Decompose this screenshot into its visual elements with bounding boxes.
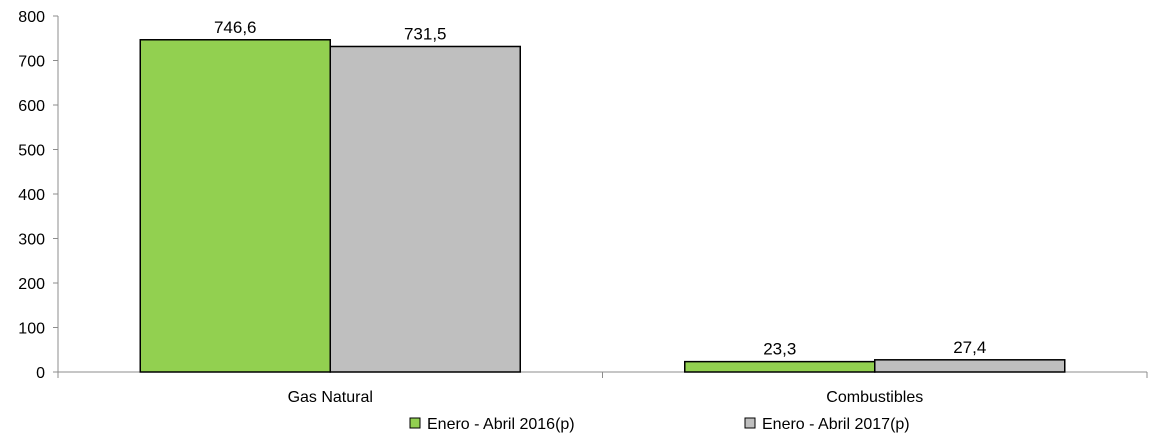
bar-2016-combustibles [684,360,876,373]
y-tick-label: 300 [18,232,45,249]
bar-2017-combustibles [874,359,1066,373]
x-category-label: Combustibles [826,389,923,406]
bar-2016-gas-natural [139,39,331,373]
y-tick-label: 500 [18,143,45,160]
legend-label: Enero - Abril 2016(p) [427,416,575,433]
data-label: 27,4 [953,338,986,357]
legend: Enero - Abril 2016(p) Enero - Abril 2017(… [409,416,910,433]
legend-label: Enero - Abril 2017(p) [762,416,910,433]
bar-2017-gas-natural [329,45,521,373]
x-category-label: Gas Natural [288,389,373,406]
data-label: 746,6 [214,18,257,37]
y-tick-label: 800 [18,9,45,26]
y-tick-label: 400 [18,187,45,204]
y-tick-label: 100 [18,321,45,338]
y-tick-label: 600 [18,98,45,115]
y-tick-label: 700 [18,54,45,71]
y-tick-label: 200 [18,276,45,293]
data-label: 731,5 [404,24,447,43]
axes: 0 100 200 300 400 500 600 700 800 Gas Natural Comb… [18,9,1148,406]
legend-swatch [744,417,756,429]
data-labels: 746,6 731,5 23,3 27,4 [214,18,986,359]
y-tick-label: 0 [36,365,45,382]
data-label: 23,3 [763,340,796,359]
bars [139,39,1066,373]
legend-swatch [409,417,421,429]
